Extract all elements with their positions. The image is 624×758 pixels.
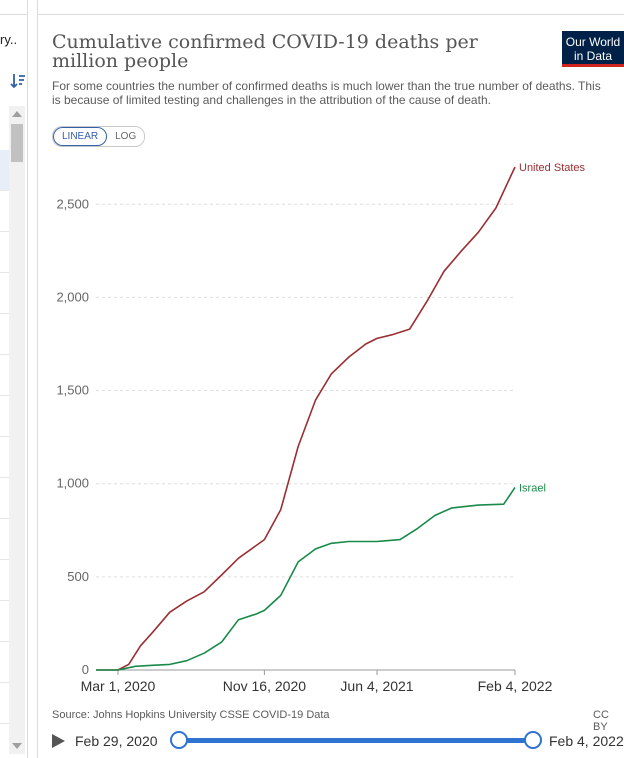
y-tick-label: 0 — [82, 662, 89, 677]
x-tick-label: Nov 16, 2020 — [223, 678, 306, 694]
y-tick-label: 1,000 — [56, 476, 89, 491]
side-panel-row[interactable] — [0, 642, 9, 683]
y-tick-label: 2,000 — [56, 289, 89, 304]
side-panel-tab[interactable] — [0, 0, 27, 15]
series-label-united-states: United States — [519, 162, 586, 174]
side-panel-row[interactable] — [0, 355, 9, 396]
timeline-end-handle[interactable] — [524, 731, 542, 749]
series-label-israel: Israel — [519, 482, 546, 494]
logo-stripe — [562, 64, 624, 67]
x-tick-label: Feb 4, 2022 — [478, 678, 553, 694]
sort-descending-icon[interactable] — [10, 72, 26, 90]
side-panel-rows — [0, 150, 9, 724]
timeline-end-date: Feb 4, 2022 — [549, 733, 624, 749]
chart-card — [37, 0, 624, 758]
line-chart: 0 500 1,000 1,500 2,000 2,500 Mar 1, 2020 Nov 1… — [56, 162, 586, 694]
side-panel-row[interactable] — [0, 683, 9, 724]
y-tick-label: 500 — [67, 569, 89, 584]
side-panel-row[interactable] — [0, 560, 9, 601]
side-panel-row[interactable] — [0, 314, 9, 355]
series-line-israel — [96, 486, 516, 671]
owid-logo[interactable]: Our World in Data — [562, 31, 624, 67]
timeline-start-date: Feb 29, 2020 — [75, 733, 158, 749]
side-panel-row[interactable] — [0, 478, 9, 519]
side-panel-row[interactable] — [0, 396, 9, 437]
linear-scale-button[interactable]: LINEAR — [53, 127, 108, 146]
scale-toggle: LINEAR LOG — [52, 126, 146, 147]
scrollbar-thumb[interactable] — [11, 124, 23, 162]
side-panel-row[interactable] — [0, 437, 9, 478]
y-tick-label: 2,500 — [56, 196, 89, 211]
side-panel: ry.. — [0, 0, 28, 758]
chart-title: Cumulative confirmed COVID-19 deaths per… — [52, 31, 478, 72]
chart-subtitle: For some countries the number of confirm… — [52, 79, 601, 107]
logo-line-2: in Data — [573, 49, 613, 63]
y-tick-label: 1,500 — [56, 383, 89, 398]
side-panel-row[interactable] — [0, 601, 9, 642]
side-panel-row[interactable] — [0, 273, 9, 314]
logo-line-1: Our World — [565, 35, 621, 49]
timeline-start-handle[interactable] — [170, 731, 188, 749]
side-panel-row[interactable] — [0, 191, 9, 232]
timeline-track[interactable] — [179, 738, 533, 743]
side-panel-row[interactable] — [0, 150, 9, 191]
side-panel-row[interactable] — [0, 519, 9, 560]
side-panel-scrollbar[interactable] — [9, 106, 25, 754]
x-tick-label: Jun 4, 2021 — [340, 678, 413, 694]
source-note[interactable]: Source: Johns Hopkins University CSSE CO… — [52, 709, 330, 721]
chart-card-tab — [38, 0, 624, 15]
scroll-up-arrow-icon[interactable] — [12, 111, 22, 117]
play-icon[interactable] — [52, 734, 65, 748]
license-link[interactable]: CC BY — [593, 709, 609, 733]
log-scale-button[interactable]: LOG — [107, 127, 145, 146]
scroll-down-arrow-icon[interactable] — [12, 743, 22, 749]
x-tick-label: Mar 1, 2020 — [81, 678, 156, 694]
side-panel-row[interactable] — [0, 232, 9, 273]
side-panel-label: ry.. — [0, 32, 18, 47]
series-line-united-states — [96, 166, 516, 671]
